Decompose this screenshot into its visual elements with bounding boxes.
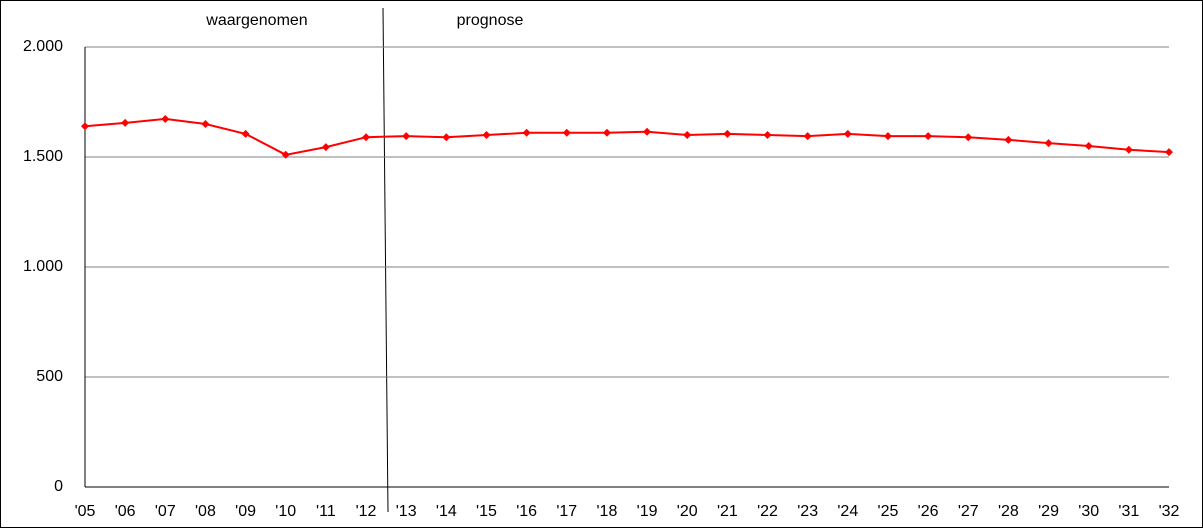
x-tick-label: '15: [476, 503, 497, 520]
data-point: [362, 133, 371, 142]
x-tick-label: '16: [516, 503, 537, 520]
x-tick-label: '14: [436, 503, 457, 520]
period-divider: [382, 7, 389, 513]
x-tick-label: '23: [797, 503, 818, 520]
data-point: [161, 114, 170, 123]
data-point: [442, 133, 451, 142]
data-point: [201, 120, 210, 128]
data-point: [562, 128, 571, 137]
x-tick-label: '10: [275, 503, 296, 520]
data-point: [402, 132, 411, 141]
x-tick-label: '27: [958, 503, 979, 520]
data-point: [1084, 142, 1093, 150]
x-tick-label: '20: [677, 503, 698, 520]
data-point: [883, 132, 892, 141]
data-point: [602, 128, 611, 137]
data-point: [723, 129, 732, 138]
data-point: [1124, 145, 1133, 154]
data-point: [803, 132, 812, 141]
x-tick-label: '09: [235, 503, 256, 520]
data-point: [1004, 135, 1013, 144]
data-point: [121, 118, 130, 127]
data-point: [924, 132, 933, 141]
x-tick-label: '17: [556, 503, 577, 520]
data-point: [281, 150, 290, 159]
y-tick-label: 1.000: [23, 258, 63, 275]
x-tick-label: '08: [195, 503, 216, 520]
data-point: [964, 133, 973, 142]
data-point: [522, 128, 531, 137]
y-tick-label: 2.000: [23, 38, 63, 55]
x-tick-label: '30: [1078, 503, 1099, 520]
annotation: prognose: [457, 12, 524, 29]
x-tick-label: '29: [1038, 503, 1059, 520]
x-tick-label: '18: [596, 503, 617, 520]
data-point: [1044, 139, 1053, 148]
x-tick-label: '21: [717, 503, 738, 520]
x-tick-label: '13: [396, 503, 417, 520]
x-tick-label: '32: [1159, 503, 1180, 520]
y-tick-label: 500: [36, 368, 63, 385]
annotation: waargenomen: [205, 12, 307, 29]
data-point: [683, 131, 692, 139]
x-tick-label: '11: [316, 503, 336, 520]
x-tick-label: '22: [757, 503, 778, 520]
data-point: [321, 143, 330, 152]
data-line: [84, 117, 1170, 156]
x-tick-label: '19: [637, 503, 658, 520]
data-point: [482, 131, 491, 139]
data-point: [843, 129, 852, 138]
x-tick-label: '28: [998, 503, 1019, 520]
data-point: [1165, 148, 1173, 157]
data-point: [643, 127, 652, 136]
x-tick-label: '24: [837, 503, 858, 520]
x-tick-label: '26: [918, 503, 939, 520]
x-tick-label: '07: [155, 503, 176, 520]
y-tick-label: 0: [54, 478, 63, 495]
data-point: [763, 131, 772, 139]
x-tick-label: '05: [75, 503, 96, 520]
x-tick-label: '06: [115, 503, 136, 520]
data-point: [81, 122, 89, 131]
x-tick-label: '12: [356, 503, 377, 520]
data-point: [241, 129, 250, 138]
x-tick-label: '25: [878, 503, 899, 520]
x-tick-label: '31: [1118, 503, 1139, 520]
y-tick-label: 1.500: [23, 148, 63, 165]
